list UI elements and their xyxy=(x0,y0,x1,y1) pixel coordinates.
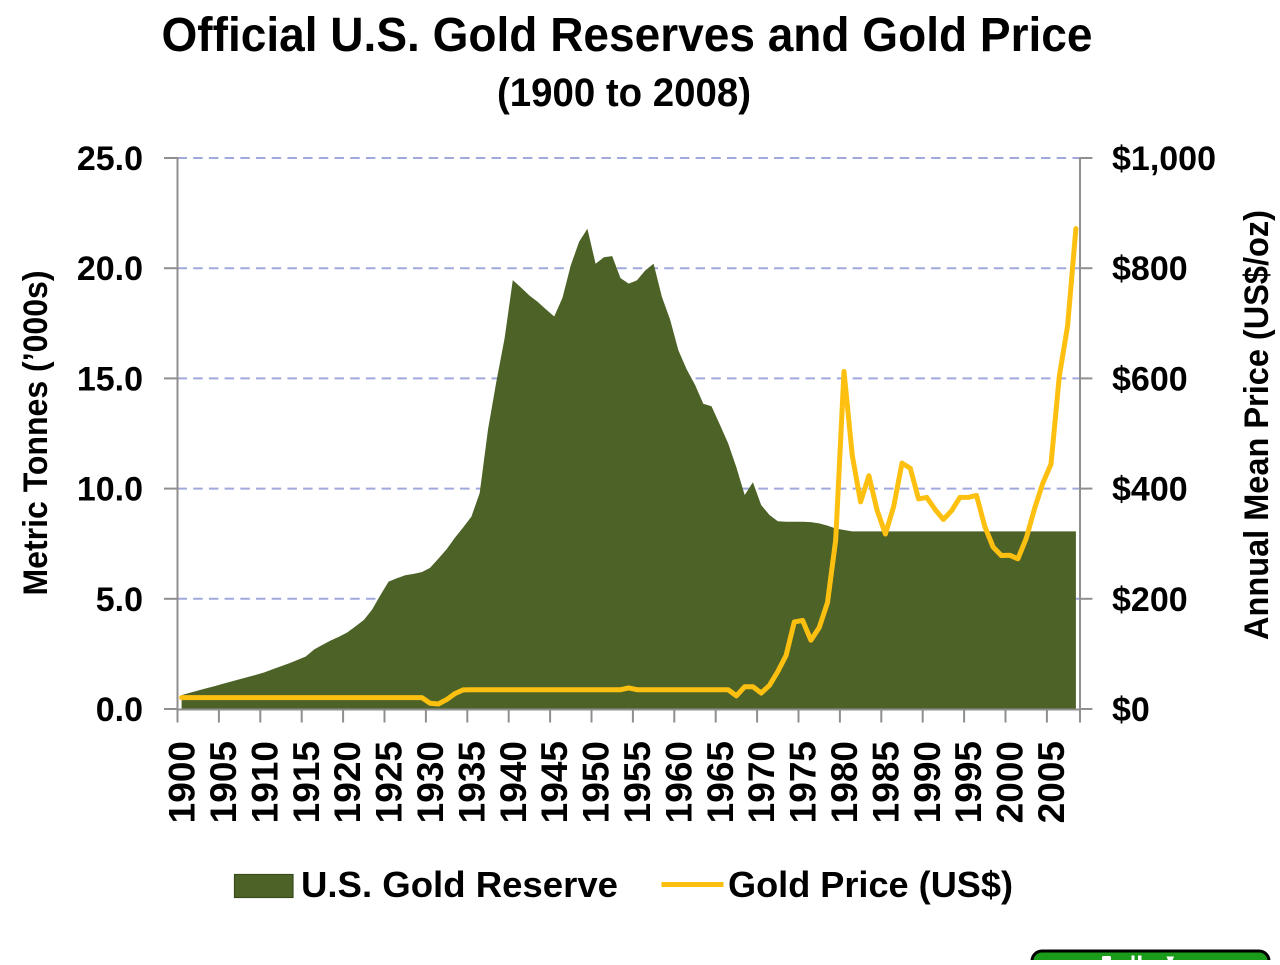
svg-text:1925: 1925 xyxy=(369,741,410,823)
svg-text:Official U.S. Gold Reserves an: Official U.S. Gold Reserves and Gold Pri… xyxy=(162,9,1093,62)
svg-text:1980: 1980 xyxy=(824,741,865,823)
svg-text:$200: $200 xyxy=(1112,581,1188,619)
svg-text:$600: $600 xyxy=(1112,360,1188,398)
svg-text:1950: 1950 xyxy=(576,741,617,823)
svg-text:2000: 2000 xyxy=(990,741,1031,823)
svg-text:1905: 1905 xyxy=(203,741,244,823)
svg-text:1915: 1915 xyxy=(286,741,327,823)
svg-text:1995: 1995 xyxy=(948,741,989,823)
svg-text:1935: 1935 xyxy=(451,741,492,823)
svg-text:(1900 to 2008): (1900 to 2008) xyxy=(497,71,751,115)
svg-text:1910: 1910 xyxy=(244,741,285,823)
svg-text:15.0: 15.0 xyxy=(77,360,143,398)
svg-text:1960: 1960 xyxy=(658,741,699,823)
svg-text:Metric Tonnes (’000s): Metric Tonnes (’000s) xyxy=(17,271,55,596)
svg-text:1930: 1930 xyxy=(410,741,451,823)
svg-text:5.0: 5.0 xyxy=(96,581,143,619)
svg-text:1985: 1985 xyxy=(865,741,906,823)
svg-text:0.0: 0.0 xyxy=(96,691,143,729)
svg-text:1975: 1975 xyxy=(783,741,824,823)
svg-text:25.0: 25.0 xyxy=(77,140,143,178)
svg-text:$1,000: $1,000 xyxy=(1112,140,1216,178)
svg-text:1900: 1900 xyxy=(162,741,203,823)
svg-text:1920: 1920 xyxy=(327,741,368,823)
svg-text:1945: 1945 xyxy=(534,741,575,823)
svg-text:1965: 1965 xyxy=(700,741,741,823)
svg-text:1970: 1970 xyxy=(741,741,782,823)
svg-text:10.0: 10.0 xyxy=(77,471,143,509)
svg-text:20.0: 20.0 xyxy=(77,250,143,288)
svg-text:$400: $400 xyxy=(1112,471,1188,509)
svg-text:$800: $800 xyxy=(1112,250,1188,288)
svg-text:Gold Price (US$): Gold Price (US$) xyxy=(728,864,1013,905)
svg-text:2005: 2005 xyxy=(1031,741,1072,823)
svg-text:U.S. Gold Reserve: U.S. Gold Reserve xyxy=(301,864,618,905)
svg-text:$0: $0 xyxy=(1112,691,1150,729)
svg-text:1990: 1990 xyxy=(907,741,948,823)
svg-text:Annual Mean Price (US$/oz): Annual Mean Price (US$/oz) xyxy=(1238,210,1276,640)
svg-text:1940: 1940 xyxy=(493,741,534,823)
svg-text:1955: 1955 xyxy=(617,741,658,823)
